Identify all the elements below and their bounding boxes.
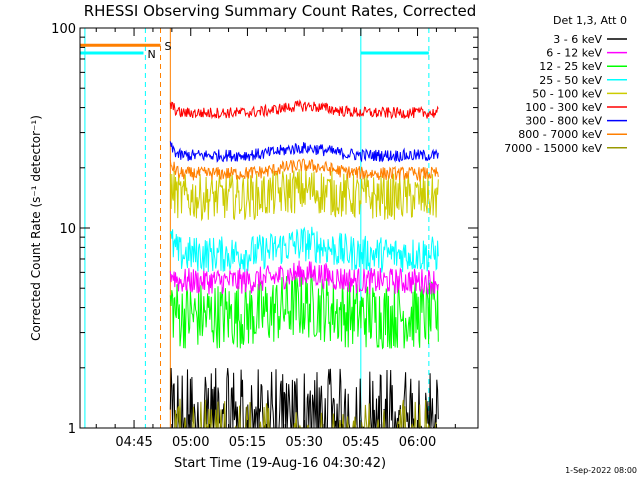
plot-frame bbox=[79, 27, 479, 429]
series-line-4 bbox=[169, 168, 439, 222]
chart-title: RHESSI Observing Summary Count Rates, Co… bbox=[84, 2, 477, 20]
series-line-6 bbox=[169, 141, 439, 163]
y-axis-label: Corrected Count Rate (s⁻¹ detector⁻¹) bbox=[29, 115, 43, 341]
series-line-5 bbox=[169, 99, 439, 120]
legend-label-7: 800 - 7000 keV bbox=[518, 128, 602, 141]
series-line-1 bbox=[169, 260, 439, 295]
x-tick-label-4: 05:45 bbox=[342, 435, 379, 450]
status-bar-label-1: N bbox=[147, 48, 155, 61]
series-line-7 bbox=[169, 158, 439, 183]
series-line-2 bbox=[169, 273, 439, 350]
legend-label-2: 12 - 25 keV bbox=[539, 60, 602, 73]
x-tick-label-2: 05:15 bbox=[229, 435, 266, 450]
legend-title: Det 1,3, Att 0 bbox=[553, 14, 627, 27]
legend-label-1: 6 - 12 keV bbox=[546, 47, 602, 60]
plot-area: SN bbox=[80, 28, 439, 430]
x-tick-label-5: 06:00 bbox=[399, 435, 436, 450]
x-tick-label-0: 04:45 bbox=[115, 435, 152, 450]
y-tick-label-2: 100 bbox=[51, 22, 76, 37]
axes: 1 10 100 04:45 05:00 05:15 05:30 05:45 06:00 bbox=[51, 22, 479, 450]
series-line-3 bbox=[169, 226, 439, 273]
x-axis-label: Start Time (19-Aug-16 04:30:42) bbox=[174, 456, 386, 471]
y-tick-label-1: 10 bbox=[59, 222, 76, 237]
legend-label-5: 100 - 300 keV bbox=[525, 101, 602, 114]
legend-label-4: 50 - 100 keV bbox=[532, 87, 602, 100]
x-tick-label-1: 05:00 bbox=[172, 435, 209, 450]
footer-timestamp: 1-Sep-2022 08:00 bbox=[565, 466, 637, 475]
status-bar-label-0: S bbox=[165, 40, 172, 53]
legend-label-3: 25 - 50 keV bbox=[539, 74, 602, 87]
x-tick-label-3: 05:30 bbox=[285, 435, 322, 450]
legend-label-6: 300 - 800 keV bbox=[525, 115, 602, 128]
y-tick-label-0: 1 bbox=[68, 422, 76, 437]
legend-label-8: 7000 - 15000 keV bbox=[504, 142, 602, 155]
legend-label-0: 3 - 6 keV bbox=[553, 33, 602, 46]
